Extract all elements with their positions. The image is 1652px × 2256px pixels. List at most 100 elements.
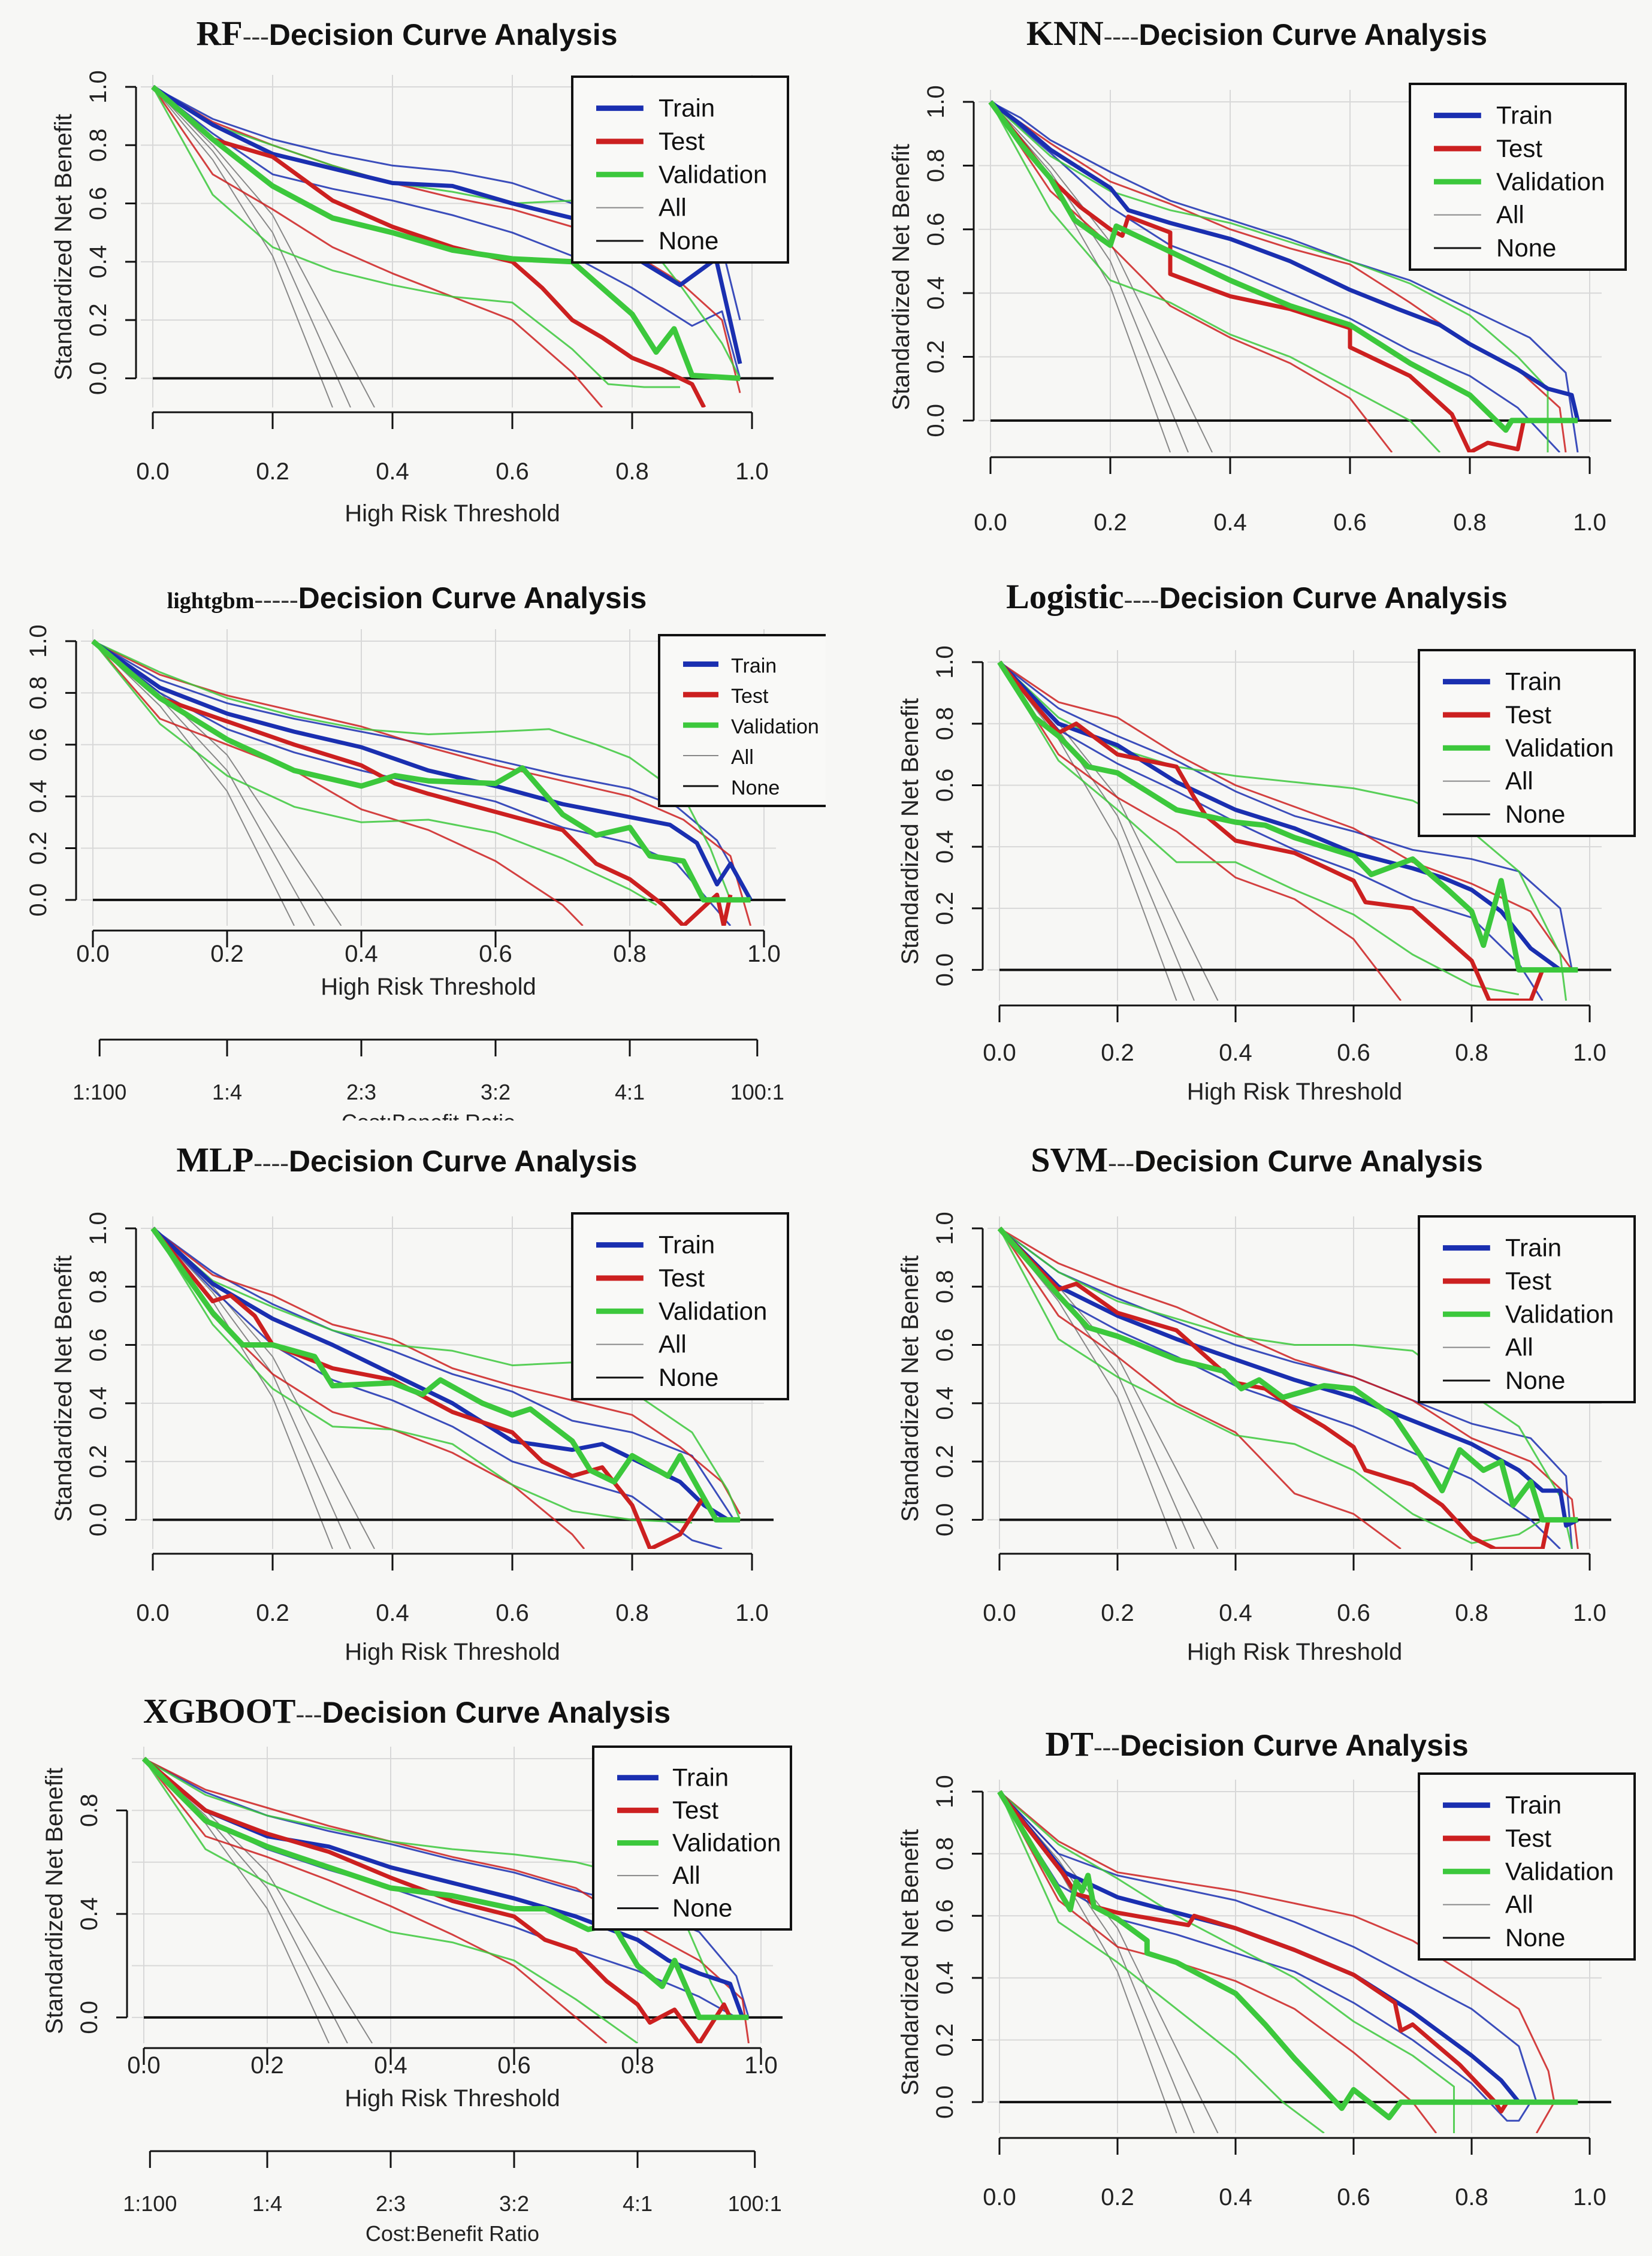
y-axis-label: Standardized Net Benefit xyxy=(50,1255,77,1522)
x-tick-label: 0.6 xyxy=(496,458,529,485)
y-tick-label: 0.8 xyxy=(76,1794,102,1828)
y-tick-label: 0.0 xyxy=(932,953,958,987)
title-model-name: XGBOOT xyxy=(143,1692,296,1730)
title-model-name: DT xyxy=(1045,1725,1094,1763)
y-tick-label: 1.0 xyxy=(25,624,52,658)
legend-label-test: Test xyxy=(731,685,769,708)
x-tick-label: 0.2 xyxy=(1101,1600,1134,1626)
cost-benefit-tick-label: 1:4 xyxy=(252,2191,282,2216)
x-tick-label: 0.8 xyxy=(615,1600,649,1626)
test-lower-bound xyxy=(998,1791,1437,2133)
y-tick-label: 0.8 xyxy=(932,1837,958,1871)
cost-benefit-tick-label: 3:2 xyxy=(481,1080,511,1104)
test-upper-bound xyxy=(92,640,752,926)
x-axis: 0.0 0.2 0.4 0.6 0.8 1.0 High Risk Threshold xyxy=(136,411,769,527)
y-tick-label: 0.2 xyxy=(25,832,52,865)
x-tick-label: 0.0 xyxy=(136,458,170,485)
dca-panel-knn: KNN----Decision Curve Analysis 0.0 0.2 0.4 0… xyxy=(826,0,1652,563)
train-curve xyxy=(998,660,1562,972)
title-text: Decision Curve Analysis xyxy=(1138,18,1487,52)
legend: Train Test Validation All None xyxy=(571,75,789,264)
x-tick-label: 0.8 xyxy=(1455,1040,1488,1066)
legend-label-train: Train xyxy=(659,1231,715,1259)
legend-label-test: Test xyxy=(672,1796,718,1824)
x-tick-label: 1.0 xyxy=(735,1600,769,1626)
legend-label-none: None xyxy=(1505,1366,1565,1394)
x-tick-label: 0.2 xyxy=(1094,509,1127,536)
y-tick-label: 0.6 xyxy=(932,1899,958,1932)
y-tick-label: 1.0 xyxy=(932,1212,958,1245)
y-tick-label: 0.2 xyxy=(932,892,958,925)
dca-panel-svm: SVM---Decision Curve Analysis 0.0 0.2 0.4 0.… xyxy=(826,1127,1652,1678)
y-tick-label: 0.8 xyxy=(932,1270,958,1303)
y-axis: 0.0 0.2 0.4 0.6 0.8 1.0 xyxy=(25,624,77,917)
dca-panel-rf: RF---Decision Curve Analysis 0.0 0.2 0.4 0.6… xyxy=(0,0,826,557)
title-model-name: KNN xyxy=(1026,14,1104,53)
dca-chart-knn: KNN----Decision Curve Analysis0.00.20.40… xyxy=(888,14,1627,536)
y-tick-label: 0.8 xyxy=(25,677,52,710)
y-tick-label: 0.6 xyxy=(85,1328,111,1362)
y-tick-label: 0.8 xyxy=(932,707,958,741)
train-upper-bound xyxy=(92,640,751,901)
legend-label-all: All xyxy=(1505,1890,1533,1919)
all-reference-line xyxy=(143,1758,330,2043)
legend-label-validation: Validation xyxy=(731,715,819,738)
test-upper-bound xyxy=(143,1757,750,2043)
legend-label-none: None xyxy=(659,1363,718,1391)
all-reference-line xyxy=(92,641,315,926)
y-axis-label: Standardized Net Benefit xyxy=(897,1829,923,2096)
train-lower-bound xyxy=(152,1227,723,1549)
x-tick-label: 1.0 xyxy=(747,941,781,967)
x-tick-label: 0.6 xyxy=(496,1600,529,1626)
dca-panel-logistic: Logistic----Decision Curve Analysis 0.0 0.… xyxy=(826,563,1652,1121)
y-tick-label: 0.0 xyxy=(923,404,949,437)
y-axis: 0.0 0.2 0.4 0.6 0.8 1.0 Standardized Net Benef… xyxy=(50,1212,137,1536)
x-axis-label: High Risk Threshold xyxy=(345,1639,560,1665)
x-tick-label: 0.2 xyxy=(1101,2184,1134,2210)
test-curve xyxy=(998,1790,1509,2114)
series-lines xyxy=(141,1756,783,2043)
train-lower-bound xyxy=(990,101,1561,452)
x-tick-label: 0.6 xyxy=(1333,509,1367,536)
validation-lower-bound xyxy=(152,1228,693,1524)
x-tick-label: 0.0 xyxy=(76,941,110,967)
test-lower-bound xyxy=(143,1758,608,2043)
legend-label-none: None xyxy=(672,1894,732,1922)
series-lines xyxy=(150,1227,774,1549)
x-tick-label: 0.4 xyxy=(376,1600,409,1626)
all-reference-line xyxy=(152,1228,351,1549)
legend-label-test: Test xyxy=(659,127,705,155)
cost-benefit-tick-label: 2:3 xyxy=(376,2191,406,2216)
title-dashes: --- xyxy=(1094,1732,1120,1762)
x-tick-label: 0.2 xyxy=(210,941,244,967)
test-upper-bound xyxy=(999,661,1573,971)
x-tick-label: 0.0 xyxy=(983,1600,1016,1626)
legend-label-test: Test xyxy=(659,1264,705,1292)
legend-label-train: Train xyxy=(731,654,777,677)
title-text: Decision Curve Analysis xyxy=(298,581,647,615)
x-tick-label: 0.0 xyxy=(983,2184,1016,2210)
x-axis-label: High Risk Threshold xyxy=(321,974,536,1000)
x-tick-label: 1.0 xyxy=(735,458,769,485)
validation-upper-bound xyxy=(92,640,732,901)
test-lower-bound xyxy=(998,662,1402,1001)
chart-title: DT---Decision Curve Analysis xyxy=(1045,1725,1468,1763)
y-axis: 0.0 0.2 0.4 0.6 0.8 1.0 Standardized Net Benef… xyxy=(897,645,984,987)
x-tick-label: 0.0 xyxy=(974,509,1007,536)
y-tick-label: 0.4 xyxy=(932,1387,958,1420)
x-tick-label: 0.4 xyxy=(374,2052,407,2079)
validation-lower-bound xyxy=(998,662,1520,996)
title-dashes: --- xyxy=(295,1699,322,1729)
title-model-name: SVM xyxy=(1031,1140,1108,1179)
dca-panel-xgboot: XGBOOT---Decision Curve Analysis 0.0 0.4 0.… xyxy=(0,1678,826,2256)
train-upper-bound xyxy=(990,101,1579,452)
x-axis: 0.0 0.2 0.4 0.6 0.8 1.0 High Risk Threshold xyxy=(983,1004,1606,1105)
all-reference-line xyxy=(990,101,1213,452)
validation-curve xyxy=(997,660,1578,973)
y-tick-label: 0.6 xyxy=(85,187,111,221)
series-lines xyxy=(997,1227,1611,1549)
x-tick-label: 0.8 xyxy=(615,458,649,485)
dca-panel-mlp: MLP----Decision Curve Analysis 0.0 0.2 0.4 0… xyxy=(0,1127,826,1678)
legend-label-test: Test xyxy=(1496,134,1542,162)
x-axis: 0.0 0.2 0.4 0.6 0.8 1.0 High Risk Threshold xyxy=(136,1553,769,1665)
